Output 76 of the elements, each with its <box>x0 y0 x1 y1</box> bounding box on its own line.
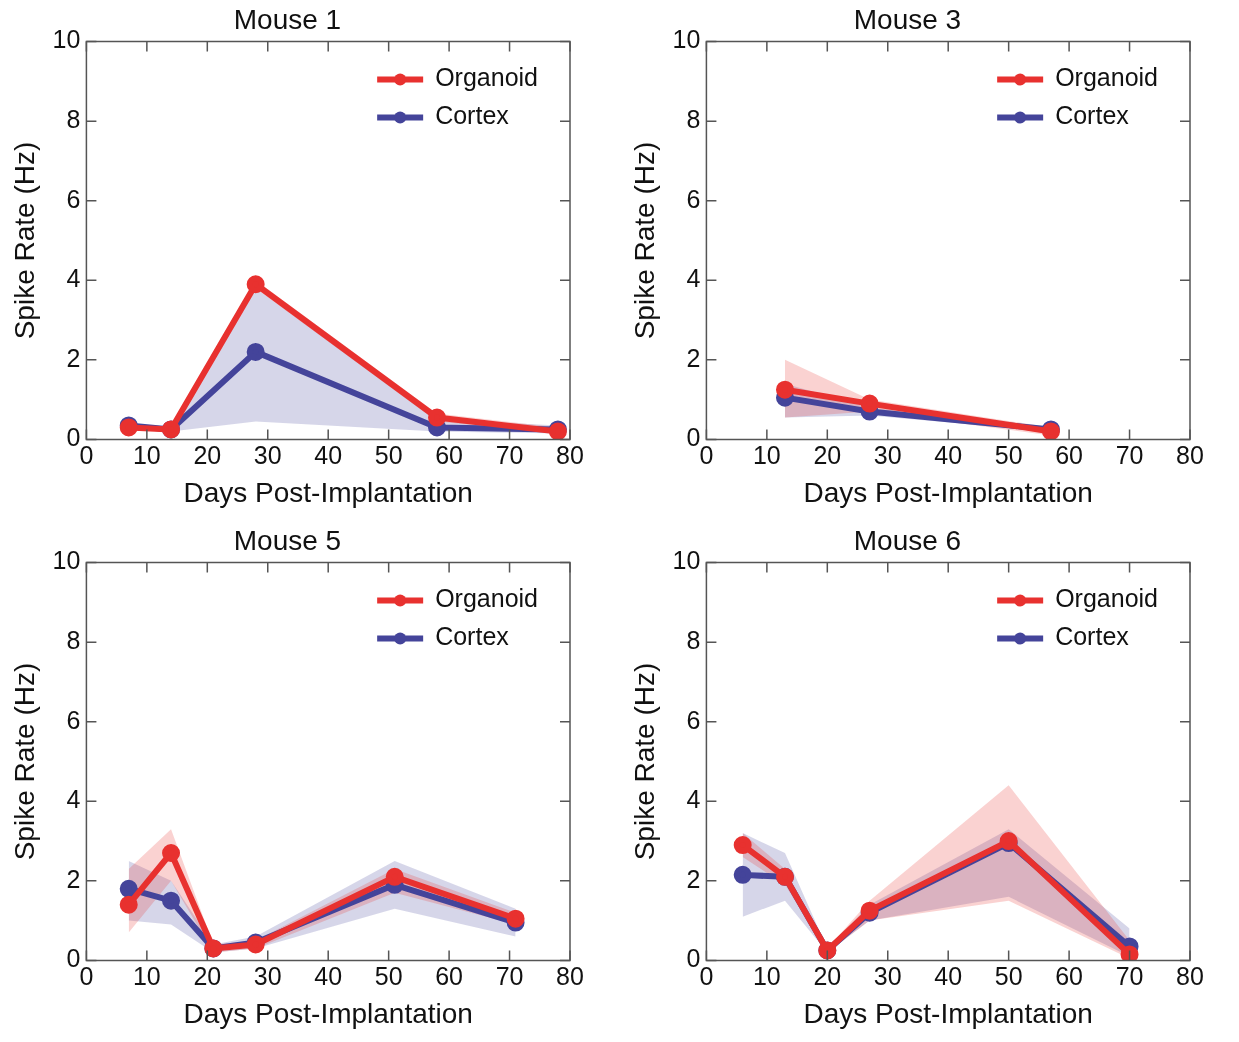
legend-label: Organoid <box>1055 584 1159 613</box>
y-tick-label: 6 <box>66 184 81 213</box>
y-tick-label: 10 <box>52 546 81 575</box>
x-tick-label: 60 <box>435 441 464 470</box>
y-tick-label: 8 <box>66 626 81 655</box>
x-axis-title: Days Post-Implantation <box>183 997 473 1029</box>
x-tick-label: 40 <box>314 441 343 470</box>
legend-label: Organoid <box>435 63 539 92</box>
x-tick-label: 10 <box>132 962 161 991</box>
y-tick-label: 8 <box>686 626 701 655</box>
y-tick-label: 4 <box>686 264 701 293</box>
x-tick-label: 30 <box>873 962 902 991</box>
x-tick-label: 70 <box>495 962 524 991</box>
chart-title: Mouse 6 <box>853 524 962 556</box>
legend-label: Cortex <box>1055 622 1130 651</box>
y-tick-label: 10 <box>52 25 81 54</box>
x-tick-label: 10 <box>752 441 781 470</box>
x-tick-label: 50 <box>374 441 403 470</box>
x-axis-title: Days Post-Implantation <box>803 997 1093 1029</box>
chart-title: Mouse 3 <box>853 3 962 35</box>
y-axis-title: Spike Rate (Hz) <box>628 662 660 861</box>
y-tick-label: 8 <box>686 105 701 134</box>
x-tick-label: 10 <box>132 441 161 470</box>
legend-label: Cortex <box>435 101 510 130</box>
x-tick-label: 40 <box>314 962 343 991</box>
legend-label: Cortex <box>435 622 510 651</box>
y-tick-label: 6 <box>686 184 701 213</box>
x-tick-label: 60 <box>435 962 464 991</box>
y-tick-label: 6 <box>66 705 81 734</box>
legend-label: Organoid <box>1055 63 1159 92</box>
chart-title: Mouse 1 <box>233 3 342 35</box>
y-tick-label: 0 <box>66 423 81 452</box>
x-tick-label: 80 <box>1176 441 1204 470</box>
x-tick-label: 30 <box>873 441 902 470</box>
x-tick-label: 20 <box>813 962 842 991</box>
x-tick-label: 70 <box>495 441 524 470</box>
x-tick-label: 50 <box>994 441 1023 470</box>
y-tick-label: 2 <box>66 343 81 372</box>
x-tick-label: 80 <box>1176 962 1204 991</box>
x-axis-title: Days Post-Implantation <box>803 476 1093 508</box>
y-tick-label: 4 <box>66 785 81 814</box>
x-tick-label: 20 <box>813 441 842 470</box>
y-tick-label: 0 <box>686 944 701 973</box>
x-tick-label: 10 <box>752 962 781 991</box>
x-tick-label: 70 <box>1115 441 1144 470</box>
x-axis-title: Days Post-Implantation <box>183 476 473 508</box>
x-tick-label: 20 <box>193 962 222 991</box>
x-tick-label: 70 <box>1115 962 1144 991</box>
y-axis-title: Spike Rate (Hz) <box>8 662 40 861</box>
x-tick-label: 60 <box>1055 962 1084 991</box>
y-axis-title: Spike Rate (Hz) <box>8 141 40 340</box>
legend-label: Organoid <box>435 584 539 613</box>
y-tick-label: 2 <box>686 343 701 372</box>
x-tick-label: 40 <box>934 441 963 470</box>
y-tick-label: 0 <box>686 423 701 452</box>
y-tick-label: 6 <box>686 705 701 734</box>
chart-title: Mouse 5 <box>233 524 342 556</box>
x-tick-label: 30 <box>253 962 282 991</box>
x-tick-label: 60 <box>1055 441 1084 470</box>
x-tick-label: 80 <box>556 441 584 470</box>
y-tick-label: 0 <box>66 944 81 973</box>
y-tick-label: 10 <box>672 546 701 575</box>
y-tick-label: 8 <box>66 105 81 134</box>
legend-label: Cortex <box>1055 101 1130 130</box>
y-axis-title: Spike Rate (Hz) <box>628 141 660 340</box>
x-tick-label: 30 <box>253 441 282 470</box>
x-tick-label: 20 <box>193 441 222 470</box>
y-tick-label: 10 <box>672 25 701 54</box>
x-tick-label: 50 <box>374 962 403 991</box>
y-tick-label: 4 <box>686 785 701 814</box>
y-tick-label: 2 <box>66 864 81 893</box>
y-tick-label: 2 <box>686 864 701 893</box>
x-tick-label: 40 <box>934 962 963 991</box>
y-tick-label: 4 <box>66 264 81 293</box>
x-tick-label: 50 <box>994 962 1023 991</box>
x-tick-label: 80 <box>556 962 584 991</box>
